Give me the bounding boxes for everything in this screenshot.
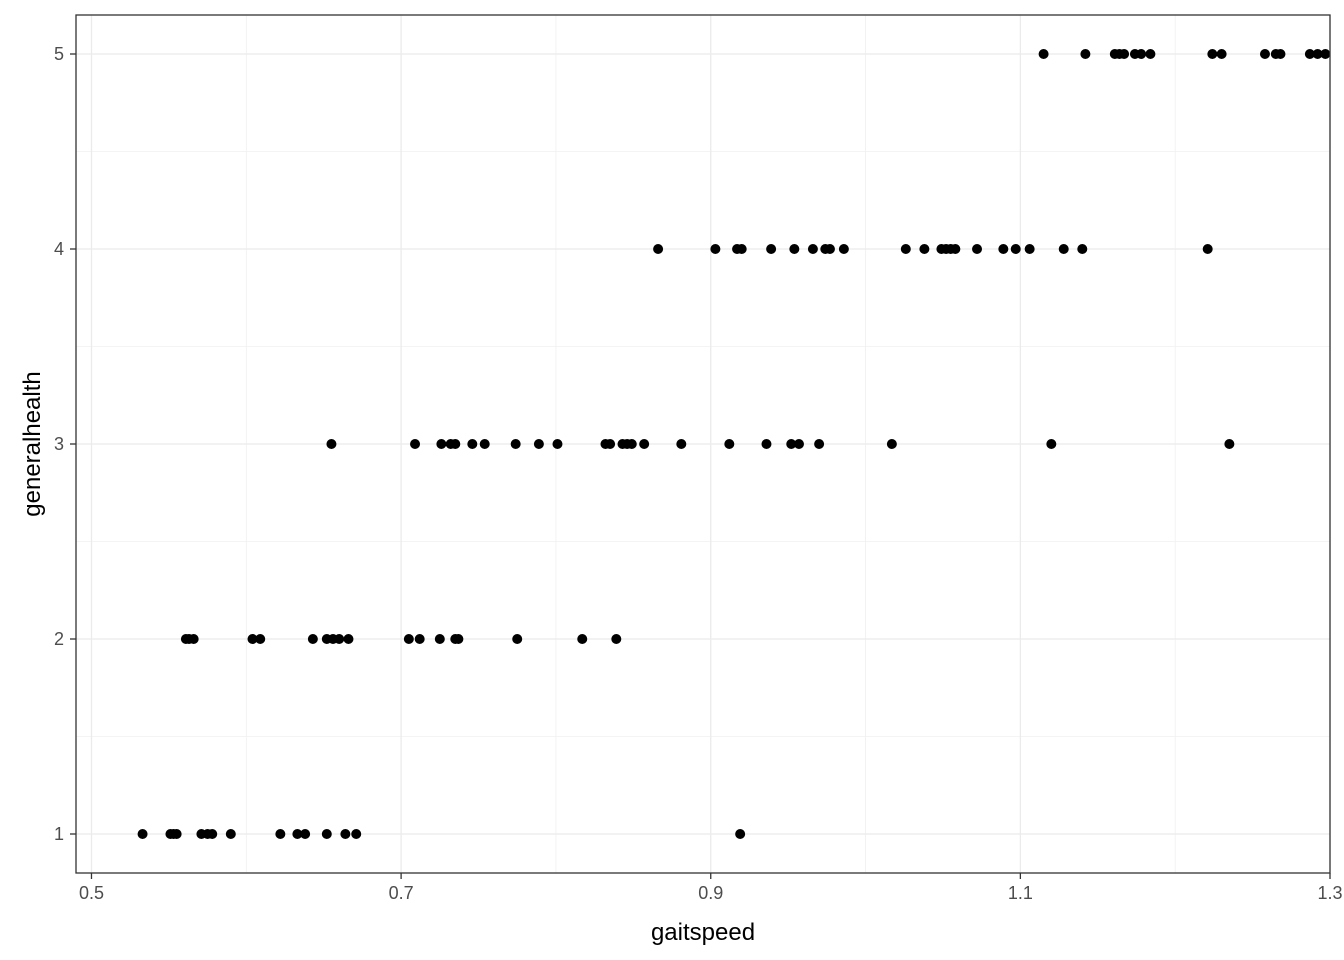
data-point <box>1119 49 1130 59</box>
data-point <box>436 439 447 449</box>
data-point <box>552 439 563 449</box>
data-point <box>340 829 351 839</box>
data-point <box>343 634 354 644</box>
data-point <box>351 829 362 839</box>
data-point <box>321 829 332 839</box>
data-point <box>736 244 747 254</box>
data-point <box>1080 49 1091 59</box>
data-point <box>766 244 777 254</box>
data-point <box>137 829 148 839</box>
data-point <box>972 244 983 254</box>
data-point <box>1275 49 1286 59</box>
data-point <box>479 439 490 449</box>
data-point <box>1216 49 1227 59</box>
data-point <box>611 634 622 644</box>
data-point <box>710 244 721 254</box>
data-point <box>434 634 445 644</box>
data-point <box>1058 244 1069 254</box>
y-axis-ticks <box>70 53 76 835</box>
data-point <box>1136 49 1147 59</box>
data-point <box>255 634 266 644</box>
data-point <box>414 634 425 644</box>
data-point <box>1145 49 1156 59</box>
data-point <box>735 829 746 839</box>
data-point <box>326 439 337 449</box>
y-tick-label: 1 <box>54 824 64 844</box>
data-point <box>761 439 772 449</box>
data-point <box>1312 49 1323 59</box>
data-point <box>900 244 911 254</box>
y-tick-label: 3 <box>54 434 64 454</box>
data-point <box>676 439 687 449</box>
data-point <box>292 829 303 839</box>
data-point <box>467 439 478 449</box>
data-point <box>998 244 1009 254</box>
y-axis-title: generalhealth <box>19 371 46 516</box>
data-point <box>334 634 345 644</box>
data-point <box>188 634 199 644</box>
x-axis-title: gaitspeed <box>651 919 755 946</box>
data-point <box>786 439 797 449</box>
data-point <box>207 829 218 839</box>
data-point <box>1259 49 1270 59</box>
data-point <box>838 244 849 254</box>
data-point <box>1010 244 1021 254</box>
data-point <box>1320 49 1331 59</box>
data-point <box>275 829 286 839</box>
y-axis-tick-labels: 1 2 3 4 5 <box>54 44 64 844</box>
data-point <box>171 829 182 839</box>
data-point <box>247 634 258 644</box>
x-tick-label: 1.1 <box>1008 883 1033 903</box>
data-point <box>814 439 825 449</box>
data-point <box>950 244 961 254</box>
data-point <box>793 439 804 449</box>
x-axis-ticks <box>90 873 1331 879</box>
data-point <box>824 244 835 254</box>
data-point <box>724 439 735 449</box>
x-axis-tick-labels: 0.5 0.7 0.9 1.1 1.3 <box>79 883 1343 903</box>
data-point <box>307 634 318 644</box>
data-point <box>510 439 521 449</box>
data-point <box>789 244 800 254</box>
y-tick-label: 4 <box>54 239 64 259</box>
data-point <box>410 439 421 449</box>
major-gridlines <box>76 15 1331 873</box>
data-point <box>1207 49 1218 59</box>
data-point <box>626 439 637 449</box>
x-tick-label: 0.9 <box>698 883 723 903</box>
data-point <box>1038 49 1049 59</box>
y-tick-label: 5 <box>54 44 64 64</box>
data-point <box>639 439 650 449</box>
data-point <box>577 634 588 644</box>
data-point <box>533 439 544 449</box>
data-point <box>512 634 523 644</box>
data-point <box>1202 244 1213 254</box>
data-point <box>886 439 897 449</box>
x-tick-label: 1.3 <box>1317 883 1342 903</box>
data-point <box>1077 244 1088 254</box>
data-point <box>225 829 236 839</box>
x-tick-label: 0.5 <box>79 883 104 903</box>
data-point <box>1024 244 1035 254</box>
y-tick-label: 2 <box>54 629 64 649</box>
data-point <box>605 439 616 449</box>
x-tick-label: 0.7 <box>389 883 414 903</box>
data-point <box>919 244 930 254</box>
data-point <box>453 634 464 644</box>
data-point <box>653 244 664 254</box>
data-point <box>1224 439 1235 449</box>
data-point <box>1304 49 1315 59</box>
data-point <box>300 829 311 839</box>
data-point <box>1046 439 1057 449</box>
data-point <box>450 439 461 449</box>
data-points <box>137 49 1331 839</box>
data-point <box>807 244 818 254</box>
data-point <box>403 634 414 644</box>
